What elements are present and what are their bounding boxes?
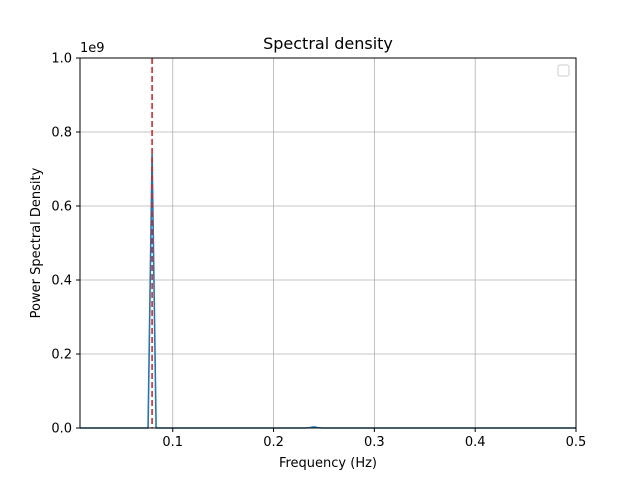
x-axis-label: Frequency (Hz) (279, 456, 377, 471)
x-tick-label: 0.3 (364, 435, 385, 450)
y-tick-label: 0.4 (51, 274, 72, 289)
y-tick-label: 0.6 (51, 200, 72, 215)
plot-frame (79, 57, 577, 429)
y-axis-offset-label: 1e9 (80, 41, 105, 56)
y-axis-label: Power Spectral Density (29, 167, 44, 318)
plot-area (80, 58, 576, 428)
y-tick-label: 1.0 (51, 52, 72, 67)
x-tick-label: 0.1 (162, 435, 183, 450)
y-tick-label: 0.2 (51, 348, 72, 363)
x-tick-label: 0.5 (566, 435, 587, 450)
legend (557, 64, 570, 77)
legend-box (557, 64, 570, 77)
axis-ticks: 0.1 0.2 0.3 0.4 0.5 0.0 0.2 0.4 0.6 0.8 1.0 (51, 52, 586, 451)
y-tick-label: 0.0 (51, 422, 72, 437)
chart-title: Spectral density (263, 34, 393, 53)
x-tick-label: 0.2 (263, 435, 284, 450)
x-tick-label: 0.4 (465, 435, 486, 450)
y-tick-label: 0.8 (51, 126, 72, 141)
